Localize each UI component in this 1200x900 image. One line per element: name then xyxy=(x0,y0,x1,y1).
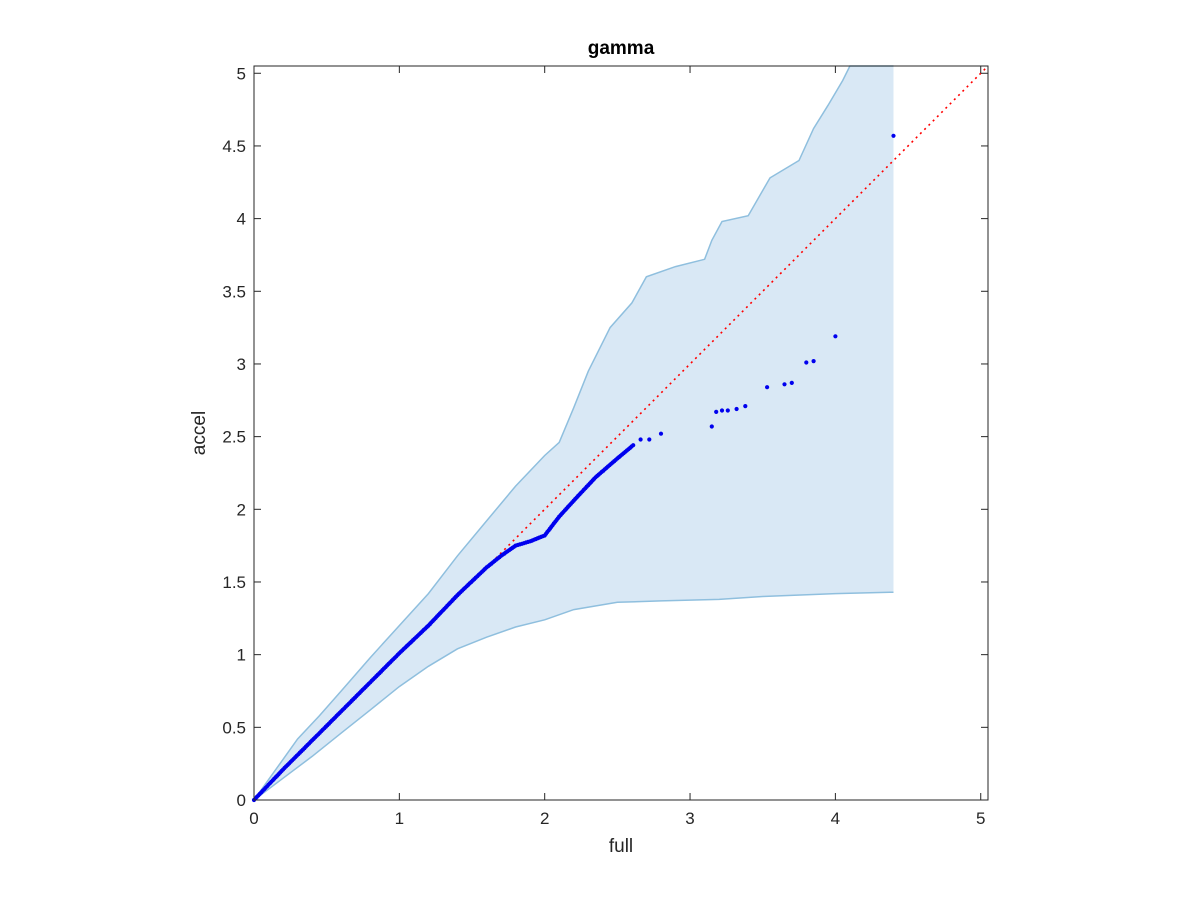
data-point xyxy=(725,408,730,413)
ticks: 0 1 2 3 4 5 0 0.5 1 1.5 2 2.5 3 3.5 4 4.5 5 xyxy=(222,64,988,828)
data-point xyxy=(719,408,725,413)
x-tick-label: 5 xyxy=(976,809,985,828)
y-tick-label: 2.5 xyxy=(222,428,246,447)
x-tick-label: 2 xyxy=(540,809,549,828)
data-point xyxy=(804,360,809,365)
data-point xyxy=(765,385,770,390)
y-tick-label: 3 xyxy=(237,355,246,374)
y-tick-label: 1 xyxy=(237,646,246,665)
x-tick-label: 1 xyxy=(395,809,404,828)
y-tick-label: 3.5 xyxy=(222,282,246,301)
data-point xyxy=(811,359,816,364)
data-point xyxy=(631,443,636,448)
data-point xyxy=(743,404,748,409)
y-axis-label: accel xyxy=(189,411,210,455)
data-point xyxy=(734,406,739,412)
x-tick-label: 0 xyxy=(249,809,258,828)
axes-box xyxy=(253,65,989,801)
y-tick-label: 0.5 xyxy=(222,718,246,737)
y-tick-label: 1.5 xyxy=(222,573,246,592)
data-point xyxy=(658,431,664,436)
data-point xyxy=(714,409,719,414)
chart-title: gamma xyxy=(588,38,655,59)
data-point xyxy=(782,382,787,387)
data-point xyxy=(638,437,643,442)
y-tick-label: 2 xyxy=(237,500,246,519)
band-upper-edge xyxy=(253,65,894,801)
y-tick-label: 4 xyxy=(237,210,246,229)
x-tick-label: 3 xyxy=(685,809,694,828)
plot-area xyxy=(251,65,989,803)
y-tick-label: 5 xyxy=(237,64,246,83)
data-point xyxy=(647,437,652,442)
x-axis-label: full xyxy=(609,836,633,857)
data-point xyxy=(891,133,896,138)
data-point xyxy=(789,380,794,385)
confidence-band xyxy=(254,66,894,800)
x-tick-label: 4 xyxy=(831,809,840,828)
y-tick-label: 0 xyxy=(237,791,246,810)
data-point xyxy=(709,424,714,429)
y-tick-label: 4.5 xyxy=(222,137,246,156)
data-point xyxy=(833,334,838,339)
reference-line xyxy=(253,65,989,801)
band-lower-edge xyxy=(253,591,894,801)
